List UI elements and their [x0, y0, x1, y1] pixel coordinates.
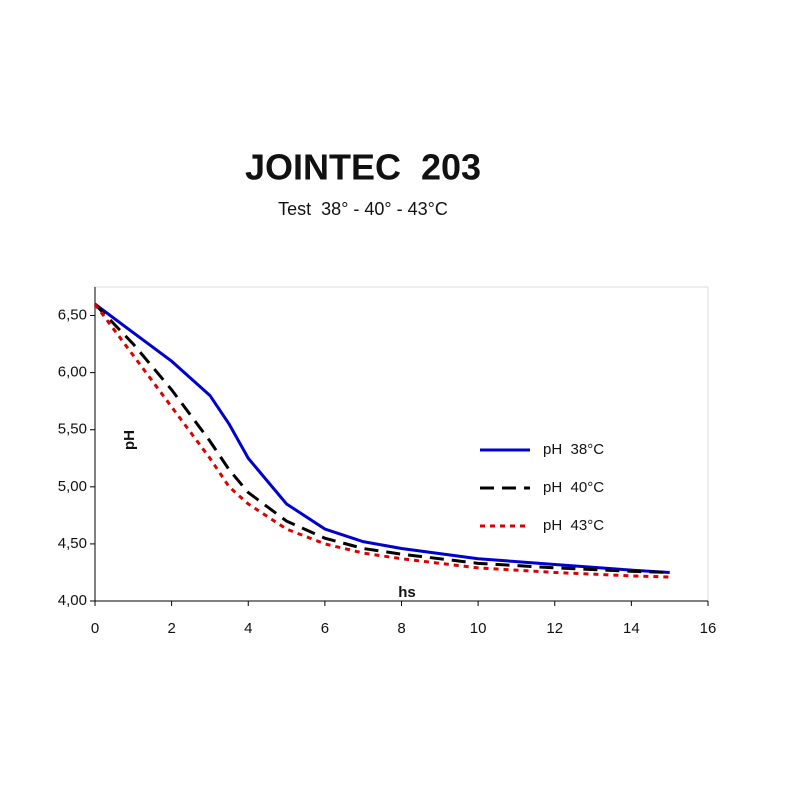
y-axis-label: pH: [121, 430, 138, 450]
x-tick-label: 16: [700, 620, 717, 637]
x-tick-label: 12: [546, 620, 563, 637]
x-tick-label: 10: [470, 620, 487, 637]
y-tick-label: 4,50: [58, 535, 87, 552]
plot-frame: [94, 286, 709, 602]
legend-label: pH 38°C: [543, 441, 604, 458]
series-line: [94, 302, 670, 574]
x-tick-label: 0: [91, 620, 99, 637]
y-tick-label: 6,50: [58, 307, 87, 324]
series-line: [93, 303, 670, 574]
x-tick-label: 2: [167, 620, 175, 637]
chart-subtitle: Test 38° - 40° - 43°C: [278, 199, 448, 219]
x-tick-label: 6: [321, 620, 329, 637]
legend-label: pH 43°C: [543, 517, 604, 534]
x-tick-label: 8: [397, 620, 405, 637]
x-tick-label: 14: [623, 620, 640, 637]
y-tick-label: 6,00: [58, 364, 87, 381]
x-axis-label: hs: [398, 584, 416, 601]
y-tick-label: 5,50: [58, 421, 87, 438]
legend-label: pH 40°C: [543, 479, 604, 496]
chart-title: JOINTEC 203: [245, 147, 481, 188]
y-tick-label: 5,00: [58, 478, 87, 495]
y-tick-label: 4,00: [58, 592, 87, 609]
x-tick-label: 4: [244, 620, 252, 637]
